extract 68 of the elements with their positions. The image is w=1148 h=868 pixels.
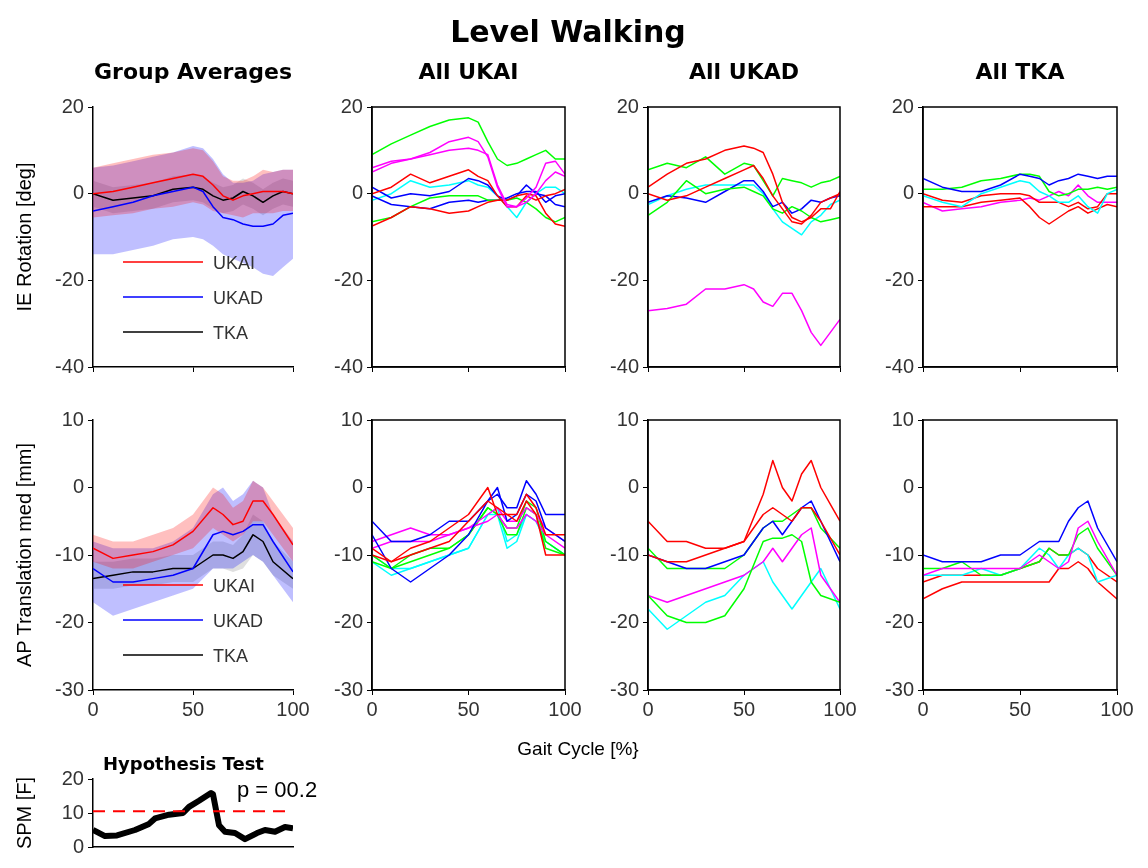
y-tick-label: 0 <box>902 181 914 204</box>
y-tick-label: 10 <box>61 800 84 823</box>
chart-title: All TKA <box>974 59 1066 84</box>
y-tick-label: 0 <box>902 475 914 498</box>
y-tick-label: 20 <box>61 94 84 117</box>
y-tick-label: -20 <box>334 610 363 633</box>
y-tick-label: -40 <box>610 354 639 377</box>
y-tick-label: 0 <box>72 181 84 204</box>
y-tick-label: -40 <box>55 354 84 377</box>
y-axis-title: AP Translation med [mm] <box>12 442 35 668</box>
x-tick-label: 0 <box>87 697 99 720</box>
legend-label: UKAI <box>213 575 256 596</box>
y-tick-label: 0 <box>627 475 639 498</box>
y-tick-label: -30 <box>885 677 914 700</box>
y-tick-label: -20 <box>610 267 639 290</box>
x-tick-label: 0 <box>917 697 929 720</box>
y-tick-label: -40 <box>334 354 363 377</box>
y-tick-label: -10 <box>885 542 914 565</box>
chart-title: Group Averages <box>92 59 294 84</box>
x-axis-title: Gait Cycle [%} <box>516 738 640 760</box>
y-tick-label: -10 <box>334 542 363 565</box>
x-tick-label: 100 <box>1100 697 1134 720</box>
y-tick-label: 0 <box>72 834 84 857</box>
y-tick-label: 10 <box>61 407 84 430</box>
y-tick-label: -20 <box>610 610 639 633</box>
legend-label: TKA <box>213 645 249 666</box>
y-tick-label: -10 <box>55 542 84 565</box>
y-tick-label: 20 <box>340 94 363 117</box>
y-tick-label: -20 <box>885 267 914 290</box>
y-tick-label: -40 <box>885 354 914 377</box>
x-tick-label: 100 <box>548 697 582 720</box>
chart-title: All UKAI <box>417 59 520 84</box>
y-axis-title: IE Rotation [deg] <box>12 162 35 312</box>
legend-label: UKAD <box>213 287 264 308</box>
x-tick-label: 50 <box>1008 697 1032 720</box>
y-tick-label: 10 <box>616 407 639 430</box>
y-tick-label: 20 <box>61 766 84 789</box>
x-tick-label: 50 <box>732 697 756 720</box>
y-tick-label: -10 <box>610 542 639 565</box>
x-tick-label: 100 <box>276 697 310 720</box>
y-tick-label: -20 <box>55 610 84 633</box>
y-tick-label: 0 <box>351 475 363 498</box>
legend-label: UKAI <box>213 252 256 273</box>
y-tick-label: 0 <box>627 181 639 204</box>
x-tick-label: 100 <box>823 697 857 720</box>
y-tick-label: -30 <box>334 677 363 700</box>
y-tick-label: -20 <box>885 610 914 633</box>
annotation: p = 00.2 <box>237 777 318 803</box>
x-tick-label: 0 <box>642 697 654 720</box>
chart-title: Hypothesis Test <box>103 753 264 774</box>
y-tick-label: 10 <box>891 407 914 430</box>
x-tick-label: 50 <box>457 697 480 720</box>
y-tick-label: -30 <box>610 677 639 700</box>
y-tick-label: -20 <box>334 267 363 290</box>
legend-label: TKA <box>213 322 249 343</box>
x-tick-label: 50 <box>181 697 205 720</box>
legend-label: UKAD <box>213 610 264 631</box>
y-tick-label: 20 <box>891 94 914 117</box>
y-tick-label: 20 <box>616 94 639 117</box>
y-tick-label: -30 <box>55 677 84 700</box>
y-tick-label: -20 <box>55 267 84 290</box>
y-tick-label: 0 <box>72 475 84 498</box>
x-tick-label: 0 <box>366 697 378 720</box>
y-tick-label: 10 <box>340 407 363 430</box>
y-axis-title: SPM [F] <box>12 776 35 850</box>
y-tick-label: 0 <box>351 181 363 204</box>
chart-title: All UKAD <box>688 59 800 84</box>
text: Level Walking <box>449 14 687 49</box>
